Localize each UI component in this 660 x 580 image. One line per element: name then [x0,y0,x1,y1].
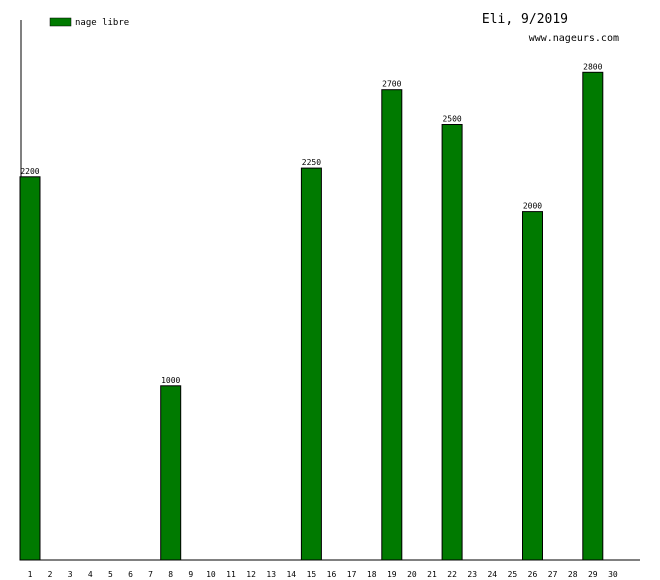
bar [300,167,322,561]
x-tick-label: 27 [548,570,558,579]
x-tick-label: 26 [528,570,538,579]
x-tick-label: 28 [568,570,578,579]
x-tick-label: 25 [508,570,518,579]
bar [522,211,543,561]
bar-value-label: 2700 [382,80,401,89]
bar [441,124,463,561]
x-tick-label: 29 [588,570,598,579]
legend-label: nage libre [75,18,129,28]
x-tick-label: 23 [467,570,477,579]
x-tick-label: 7 [148,570,153,579]
x-tick-label: 1 [28,570,33,579]
x-tick-label: 24 [487,570,497,579]
legend-swatch [49,17,72,27]
x-tick-label: 22 [447,570,457,579]
bar [160,385,182,561]
x-tick-label: 19 [387,570,397,579]
x-tick-label: 21 [427,570,437,579]
bar [381,89,403,561]
chart-title: Eli, 9/2019 [482,12,568,27]
x-tick-label: 5 [108,570,113,579]
x-tick-label: 14 [286,570,296,579]
bars-group [19,71,604,561]
x-tick-label: 16 [327,570,337,579]
x-tick-label: 13 [266,570,276,579]
bar-value-label: 2500 [442,115,461,124]
bar-value-label: 2800 [583,62,602,71]
bar-value-label: 2000 [523,202,542,211]
x-tick-label: 20 [407,570,417,579]
x-tick-label: 4 [88,570,93,579]
x-tick-label: 3 [68,570,73,579]
x-tick-label: 18 [367,570,377,579]
x-tick-label: 6 [128,570,133,579]
x-tick-label: 10 [206,570,216,579]
chart-subtitle: www.nageurs.com [529,33,619,44]
x-tick-labels-group: 1 2 3 4 5 6 7 8 9 10 11 12 13 14 15 16 17 18 19 20 21 22 23 24 2… [28,570,618,579]
bar-value-label: 2200 [20,167,39,176]
x-tick-label: 9 [188,570,193,579]
bar [582,71,604,561]
x-tick-label: 15 [307,570,317,579]
x-tick-label: 11 [226,570,236,579]
x-tick-label: 12 [246,570,256,579]
bar [19,176,41,561]
x-tick-label: 8 [168,570,173,579]
value-labels-group: 2200 1000 2250 2700 2500 2000 2800 [20,62,602,385]
bar-value-label: 2250 [302,158,321,167]
x-tick-label: 30 [608,570,618,579]
x-tick-label: 2 [48,570,53,579]
bar-value-label: 1000 [161,376,180,385]
x-tick-label: 17 [347,570,357,579]
